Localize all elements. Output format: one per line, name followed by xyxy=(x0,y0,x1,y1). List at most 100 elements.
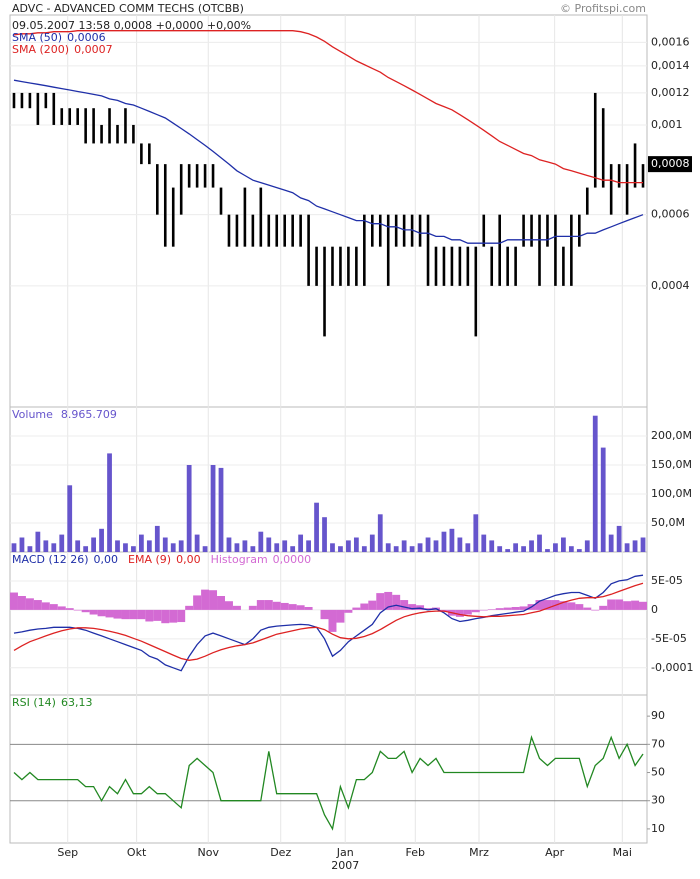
price-bar xyxy=(307,214,310,286)
histogram-bar xyxy=(193,595,202,610)
volume-bar xyxy=(123,543,128,552)
volume-bar xyxy=(306,540,311,552)
volume-bar xyxy=(465,543,471,552)
volume-bar xyxy=(162,537,168,552)
series-line xyxy=(13,735,644,831)
volume-bar xyxy=(274,543,280,552)
histogram-bar xyxy=(495,608,504,610)
price-bar xyxy=(633,143,637,188)
volume-bar xyxy=(146,540,152,552)
volume-bar xyxy=(258,531,264,552)
price-bar xyxy=(609,164,613,215)
histogram-bar xyxy=(543,600,552,610)
volume-bar xyxy=(521,546,526,552)
volume-bar xyxy=(457,537,463,552)
histogram-bar xyxy=(559,601,568,610)
volume-bar xyxy=(59,534,65,552)
price-bar xyxy=(490,246,494,286)
price-bar xyxy=(506,246,509,286)
histogram-bar xyxy=(105,609,114,618)
volume-bar xyxy=(226,537,232,552)
histogram-bar xyxy=(288,604,297,610)
volume-bar xyxy=(178,540,184,552)
price-bar xyxy=(100,124,103,144)
last-price-box xyxy=(648,156,692,173)
histogram-bar xyxy=(153,609,162,621)
volume-bar xyxy=(489,540,495,552)
volume-bar xyxy=(401,540,407,552)
y-tick-label: 50 xyxy=(651,766,665,779)
histogram-bar xyxy=(89,609,98,615)
price-bar xyxy=(386,214,390,286)
histogram-bar xyxy=(217,596,225,610)
volume-bar xyxy=(43,540,49,552)
price-bar xyxy=(140,143,143,165)
histogram-bar xyxy=(201,589,210,610)
legend-text: 0,0000 xyxy=(273,553,312,566)
price-bar xyxy=(370,214,374,247)
price-bar xyxy=(275,214,279,247)
histogram-bar xyxy=(487,609,496,610)
histogram-bar xyxy=(503,607,512,610)
price-bar xyxy=(203,164,207,188)
volume-bar xyxy=(218,467,224,552)
histogram-bar xyxy=(463,609,472,615)
x-year-label: 2007 xyxy=(331,859,359,872)
price-bar xyxy=(179,164,183,215)
histogram-bar xyxy=(384,591,393,610)
volume-bar xyxy=(107,453,112,552)
series-line xyxy=(13,582,644,661)
y-tick-label: 100,0M xyxy=(651,487,692,500)
volume-bar xyxy=(632,540,638,552)
price-bar xyxy=(410,214,414,247)
price-bar xyxy=(530,214,533,247)
price-bar xyxy=(251,214,255,247)
legend-text: 8.965.709 xyxy=(61,408,117,421)
y-tick-label: 0,0016 xyxy=(651,35,690,48)
legend: SMA (50) 0,0006 xyxy=(12,31,106,44)
y-tick-label: 50,0M xyxy=(651,516,685,529)
price-bar xyxy=(402,214,406,247)
x-tick-label: Jan xyxy=(336,846,354,859)
histogram-bar xyxy=(161,609,170,624)
volume-bar xyxy=(131,546,136,552)
legend-text: SMA (50) xyxy=(12,31,62,44)
price-bar xyxy=(522,214,525,247)
price-bar xyxy=(227,214,231,247)
histogram-bar xyxy=(25,598,34,610)
volume-bar xyxy=(545,549,550,552)
volume-bar xyxy=(298,534,304,552)
histogram-bar xyxy=(615,599,624,610)
histogram-bar xyxy=(376,593,385,610)
volume-bar xyxy=(449,528,455,552)
x-tick-label: Feb xyxy=(406,846,425,859)
volume-bar xyxy=(250,546,256,552)
x-tick-label: Okt xyxy=(127,846,147,859)
legend: SMA (200) 0,0007 xyxy=(12,43,113,56)
legend-text: MACD (12 26) xyxy=(12,553,89,566)
histogram-bar xyxy=(344,609,353,613)
volume-bar xyxy=(608,534,614,552)
volume-bar xyxy=(115,540,120,552)
volume-bar xyxy=(75,540,81,552)
histogram-bar xyxy=(169,609,178,623)
price-bar xyxy=(299,214,302,247)
volume-bar xyxy=(35,531,41,552)
last-price-label: 0,0008 xyxy=(651,157,690,170)
price-bar xyxy=(187,164,191,188)
volume-bar xyxy=(393,546,399,552)
series-line xyxy=(13,79,644,244)
volume-bar xyxy=(322,517,327,552)
price-bar xyxy=(426,214,430,286)
histogram-bar xyxy=(360,603,369,610)
volume-bar xyxy=(385,543,391,552)
volume-bar xyxy=(266,537,272,552)
price-bar xyxy=(474,246,478,337)
price-bar xyxy=(92,108,95,144)
price-bar xyxy=(578,214,581,247)
volume-bar xyxy=(377,514,383,552)
price-bar xyxy=(20,92,24,109)
price-bar xyxy=(12,92,16,109)
histogram-bar xyxy=(575,604,584,610)
price-bar xyxy=(195,164,199,188)
